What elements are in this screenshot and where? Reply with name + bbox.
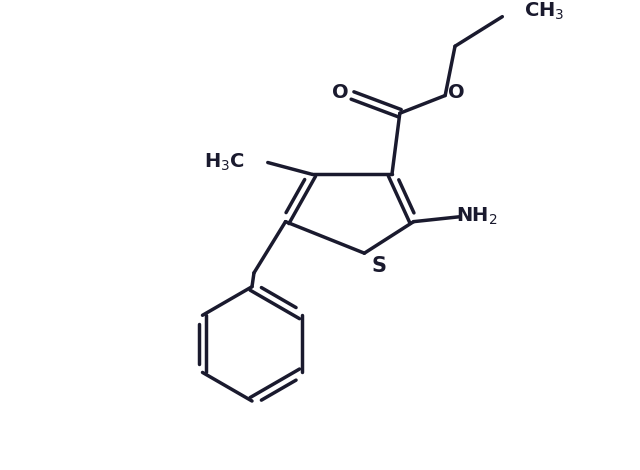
Text: O: O <box>448 83 464 102</box>
Text: S: S <box>372 256 387 276</box>
Text: CH$_3$: CH$_3$ <box>524 1 564 23</box>
Text: O: O <box>332 83 349 102</box>
Text: NH$_2$: NH$_2$ <box>456 206 497 227</box>
Text: H$_3$C: H$_3$C <box>204 152 245 173</box>
